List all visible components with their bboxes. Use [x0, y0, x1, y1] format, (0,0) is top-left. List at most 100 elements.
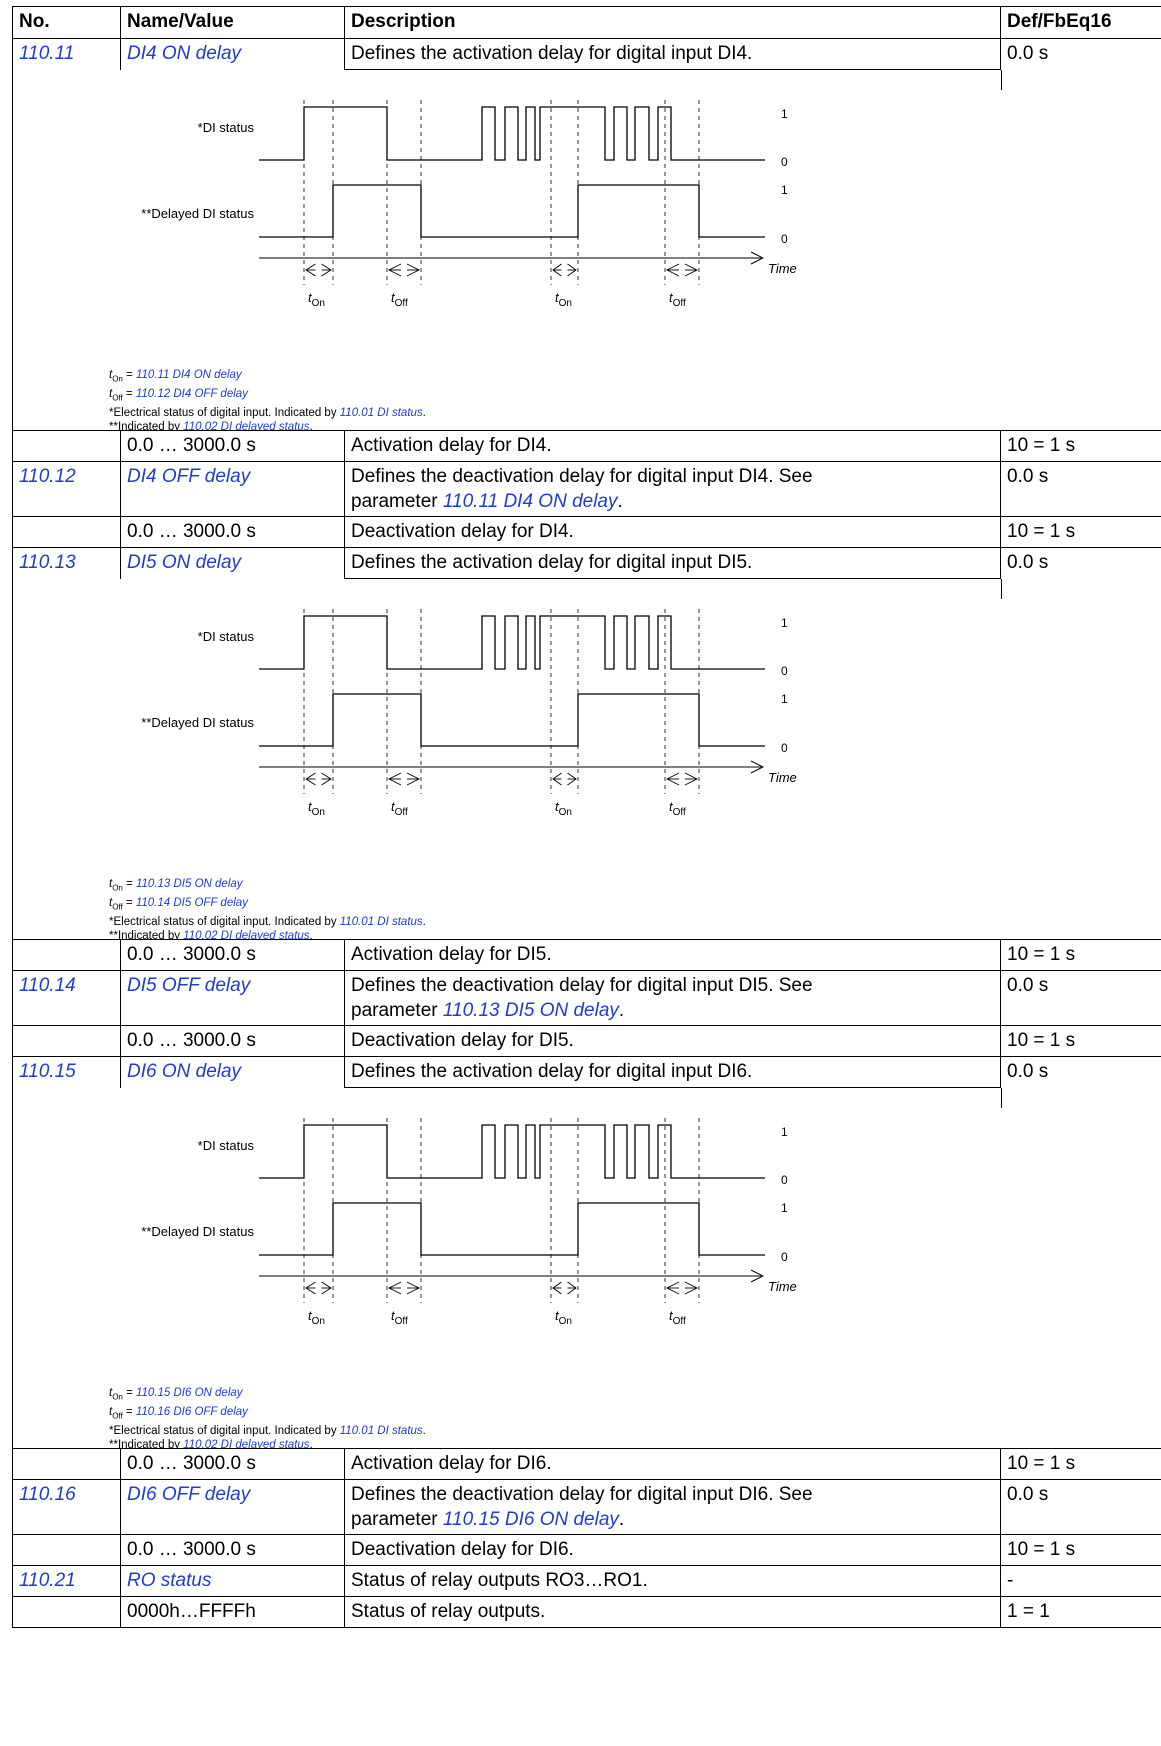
range-scaling: 10 = 1 s	[1000, 1534, 1161, 1566]
t-off-label: tOff	[669, 799, 686, 818]
timing-diagram-cell: Time *DI status **Delayed DI status 1 0 1 0 tOn…	[12, 578, 1161, 940]
timing-diagram-cell: Time *DI status **Delayed DI status 1 0 1 0 tOn…	[12, 1087, 1161, 1449]
range-number	[12, 1448, 121, 1480]
param-name[interactable]: DI6 ON delay	[120, 1056, 345, 1088]
header-default: Def/FbEq16	[1000, 6, 1161, 39]
legend-t-on: tOn = 110.13 DI5 ON delay	[109, 878, 243, 893]
range-value: 0.0 … 3000.0 s	[120, 939, 345, 971]
legend-di-status-link[interactable]: 110.01 DI status	[339, 406, 423, 419]
diagram-legend: tOn = 110.13 DI5 ON delay tOff = 110.14 …	[109, 877, 426, 940]
param-description: Defines the deactivation delay for digit…	[344, 1479, 1001, 1535]
legend-t-off: tOff = 110.12 DI4 OFF delay	[109, 387, 248, 403]
delayed-di-status-waveform	[259, 184, 765, 238]
range-description: Activation delay for DI4.	[344, 430, 1001, 462]
param-row: 110.13 DI5 ON delay Defines the activati…	[12, 547, 1161, 579]
legend-t-off-link[interactable]: 110.12 DI4 OFF delay	[135, 387, 248, 400]
param-description-link[interactable]: 110.11 DI4 ON delay	[442, 491, 618, 512]
range-number	[12, 1025, 121, 1057]
t-on-label: tOn	[555, 799, 572, 818]
param-description: Defines the activation delay for digital…	[344, 38, 1001, 70]
param-name[interactable]: DI4 ON delay	[120, 38, 345, 70]
param-row: 110.21 RO status Status of relay outputs…	[12, 1565, 1161, 1597]
param-default: -	[1000, 1565, 1161, 1597]
param-description-link[interactable]: 110.13 DI5 ON delay	[442, 1000, 619, 1021]
legend-di-delayed-status-link[interactable]: 110.02 DI delayed status	[183, 1439, 310, 1449]
param-row: 110.11 DI4 ON delay Defines the activati…	[12, 38, 1161, 70]
diagram-legend: tOn = 110.15 DI6 ON delay tOff = 110.16 …	[109, 1386, 426, 1449]
time-axis-label: Time	[768, 261, 797, 276]
value-range-row: 0.0 … 3000.0 s Deactivation delay for DI…	[12, 1534, 1161, 1566]
di-status-label: *DI status	[198, 120, 255, 135]
legend-t-on-link[interactable]: 110.13 DI5 ON delay	[135, 878, 243, 890]
range-description: Activation delay for DI5.	[344, 939, 1001, 971]
legend-di-status-link[interactable]: 110.01 DI status	[339, 1424, 423, 1437]
value-range-row: 0.0 … 3000.0 s Activation delay for DI5.…	[12, 939, 1161, 971]
range-scaling: 1 = 1	[1000, 1596, 1161, 1628]
value-range-row: 0.0 … 3000.0 s Deactivation delay for DI…	[12, 1025, 1161, 1057]
param-name[interactable]: DI4 OFF delay	[120, 461, 345, 517]
level-one-label: 1	[781, 1125, 788, 1139]
range-number	[12, 430, 121, 462]
legend-indicated-by: **Indicated by 110.02 DI delayed status.	[109, 1438, 426, 1449]
time-axis-arrowhead	[750, 1269, 765, 1283]
param-name[interactable]: RO status	[120, 1565, 345, 1597]
range-value: 0.0 … 3000.0 s	[120, 1448, 345, 1480]
default-column-divider	[1001, 579, 1002, 599]
range-description: Deactivation delay for DI5.	[344, 1025, 1001, 1057]
param-name[interactable]: DI5 ON delay	[120, 547, 345, 579]
legend-t-on-link[interactable]: 110.15 DI6 ON delay	[135, 1387, 243, 1399]
delayed-di-status-waveform	[259, 693, 765, 747]
t-on-label: tOn	[555, 1308, 572, 1327]
legend-t-off-link[interactable]: 110.16 DI6 OFF delay	[135, 1405, 248, 1418]
param-number[interactable]: 110.14	[12, 970, 121, 1026]
header-name-value: Name/Value	[120, 6, 345, 39]
range-scaling: 10 = 1 s	[1000, 1448, 1161, 1480]
param-description-link[interactable]: 110.15 DI6 ON delay	[442, 1509, 619, 1530]
param-name[interactable]: DI6 OFF delay	[120, 1479, 345, 1535]
param-number[interactable]: 110.13	[12, 547, 121, 579]
delayed-di-status-label: **Delayed DI status	[141, 1224, 254, 1239]
default-column-divider	[1001, 1088, 1002, 1108]
legend-t-off-link[interactable]: 110.14 DI5 OFF delay	[135, 896, 248, 909]
param-number[interactable]: 110.15	[12, 1056, 121, 1088]
di-status-waveform	[259, 615, 765, 670]
value-range-row: 0.0 … 3000.0 s Activation delay for DI6.…	[12, 1448, 1161, 1480]
value-range-row: 0.0 … 3000.0 s Deactivation delay for DI…	[12, 516, 1161, 548]
parameter-table-page: No. Name/Value Description Def/FbEq16 11…	[12, 6, 1161, 1738]
di-status-label: *DI status	[198, 629, 255, 644]
legend-di-status-link[interactable]: 110.01 DI status	[339, 915, 423, 928]
legend-indicated-by: **Indicated by 110.02 DI delayed status.	[109, 420, 426, 431]
legend-t-on-link[interactable]: 110.11 DI4 ON delay	[135, 369, 242, 381]
timing-diagram-row: Time *DI status **Delayed DI status 1 0 1 0 tOn…	[12, 69, 1161, 431]
t-on-label: tOn	[308, 290, 325, 309]
level-one-label: 1	[781, 692, 788, 706]
legend-electrical-status: *Electrical status of digital input. Ind…	[109, 406, 426, 419]
t-off-label: tOff	[391, 290, 408, 309]
param-number[interactable]: 110.16	[12, 1479, 121, 1535]
timing-diagram: Time *DI status **Delayed DI status 1 0 1 0 tOn…	[141, 100, 797, 309]
level-one-label: 1	[781, 1201, 788, 1215]
range-number	[12, 1596, 121, 1628]
t-off-label: tOff	[391, 799, 408, 818]
timing-diagram: Time *DI status **Delayed DI status 1 0 1 0 tOn…	[141, 609, 797, 818]
param-name[interactable]: DI5 OFF delay	[120, 970, 345, 1026]
param-number[interactable]: 110.11	[12, 38, 121, 70]
diagram-legend: tOn = 110.11 DI4 ON delay tOff = 110.12 …	[109, 368, 426, 431]
param-number[interactable]: 110.12	[12, 461, 121, 517]
legend-di-delayed-status-link[interactable]: 110.02 DI delayed status	[183, 421, 310, 431]
range-value: 0000h…FFFFh	[120, 1596, 345, 1628]
legend-di-delayed-status-link[interactable]: 110.02 DI delayed status	[183, 930, 310, 940]
range-scaling: 10 = 1 s	[1000, 516, 1161, 548]
header-description: Description	[344, 6, 1001, 39]
timing-diagram-row: Time *DI status **Delayed DI status 1 0 1 0 tOn…	[12, 578, 1161, 940]
legend-t-off: tOff = 110.14 DI5 OFF delay	[109, 896, 248, 912]
delayed-di-status-label: **Delayed DI status	[141, 715, 254, 730]
range-description: Deactivation delay for DI6.	[344, 1534, 1001, 1566]
param-description: Defines the deactivation delay for digit…	[344, 461, 1001, 517]
param-default: 0.0 s	[1000, 1056, 1161, 1088]
di-status-label: *DI status	[198, 1138, 255, 1153]
delayed-di-status-label: **Delayed DI status	[141, 206, 254, 221]
table-body: 110.11 DI4 ON delay Defines the activati…	[12, 38, 1161, 1628]
value-range-row: 0.0 … 3000.0 s Activation delay for DI4.…	[12, 430, 1161, 462]
param-number[interactable]: 110.21	[12, 1565, 121, 1597]
